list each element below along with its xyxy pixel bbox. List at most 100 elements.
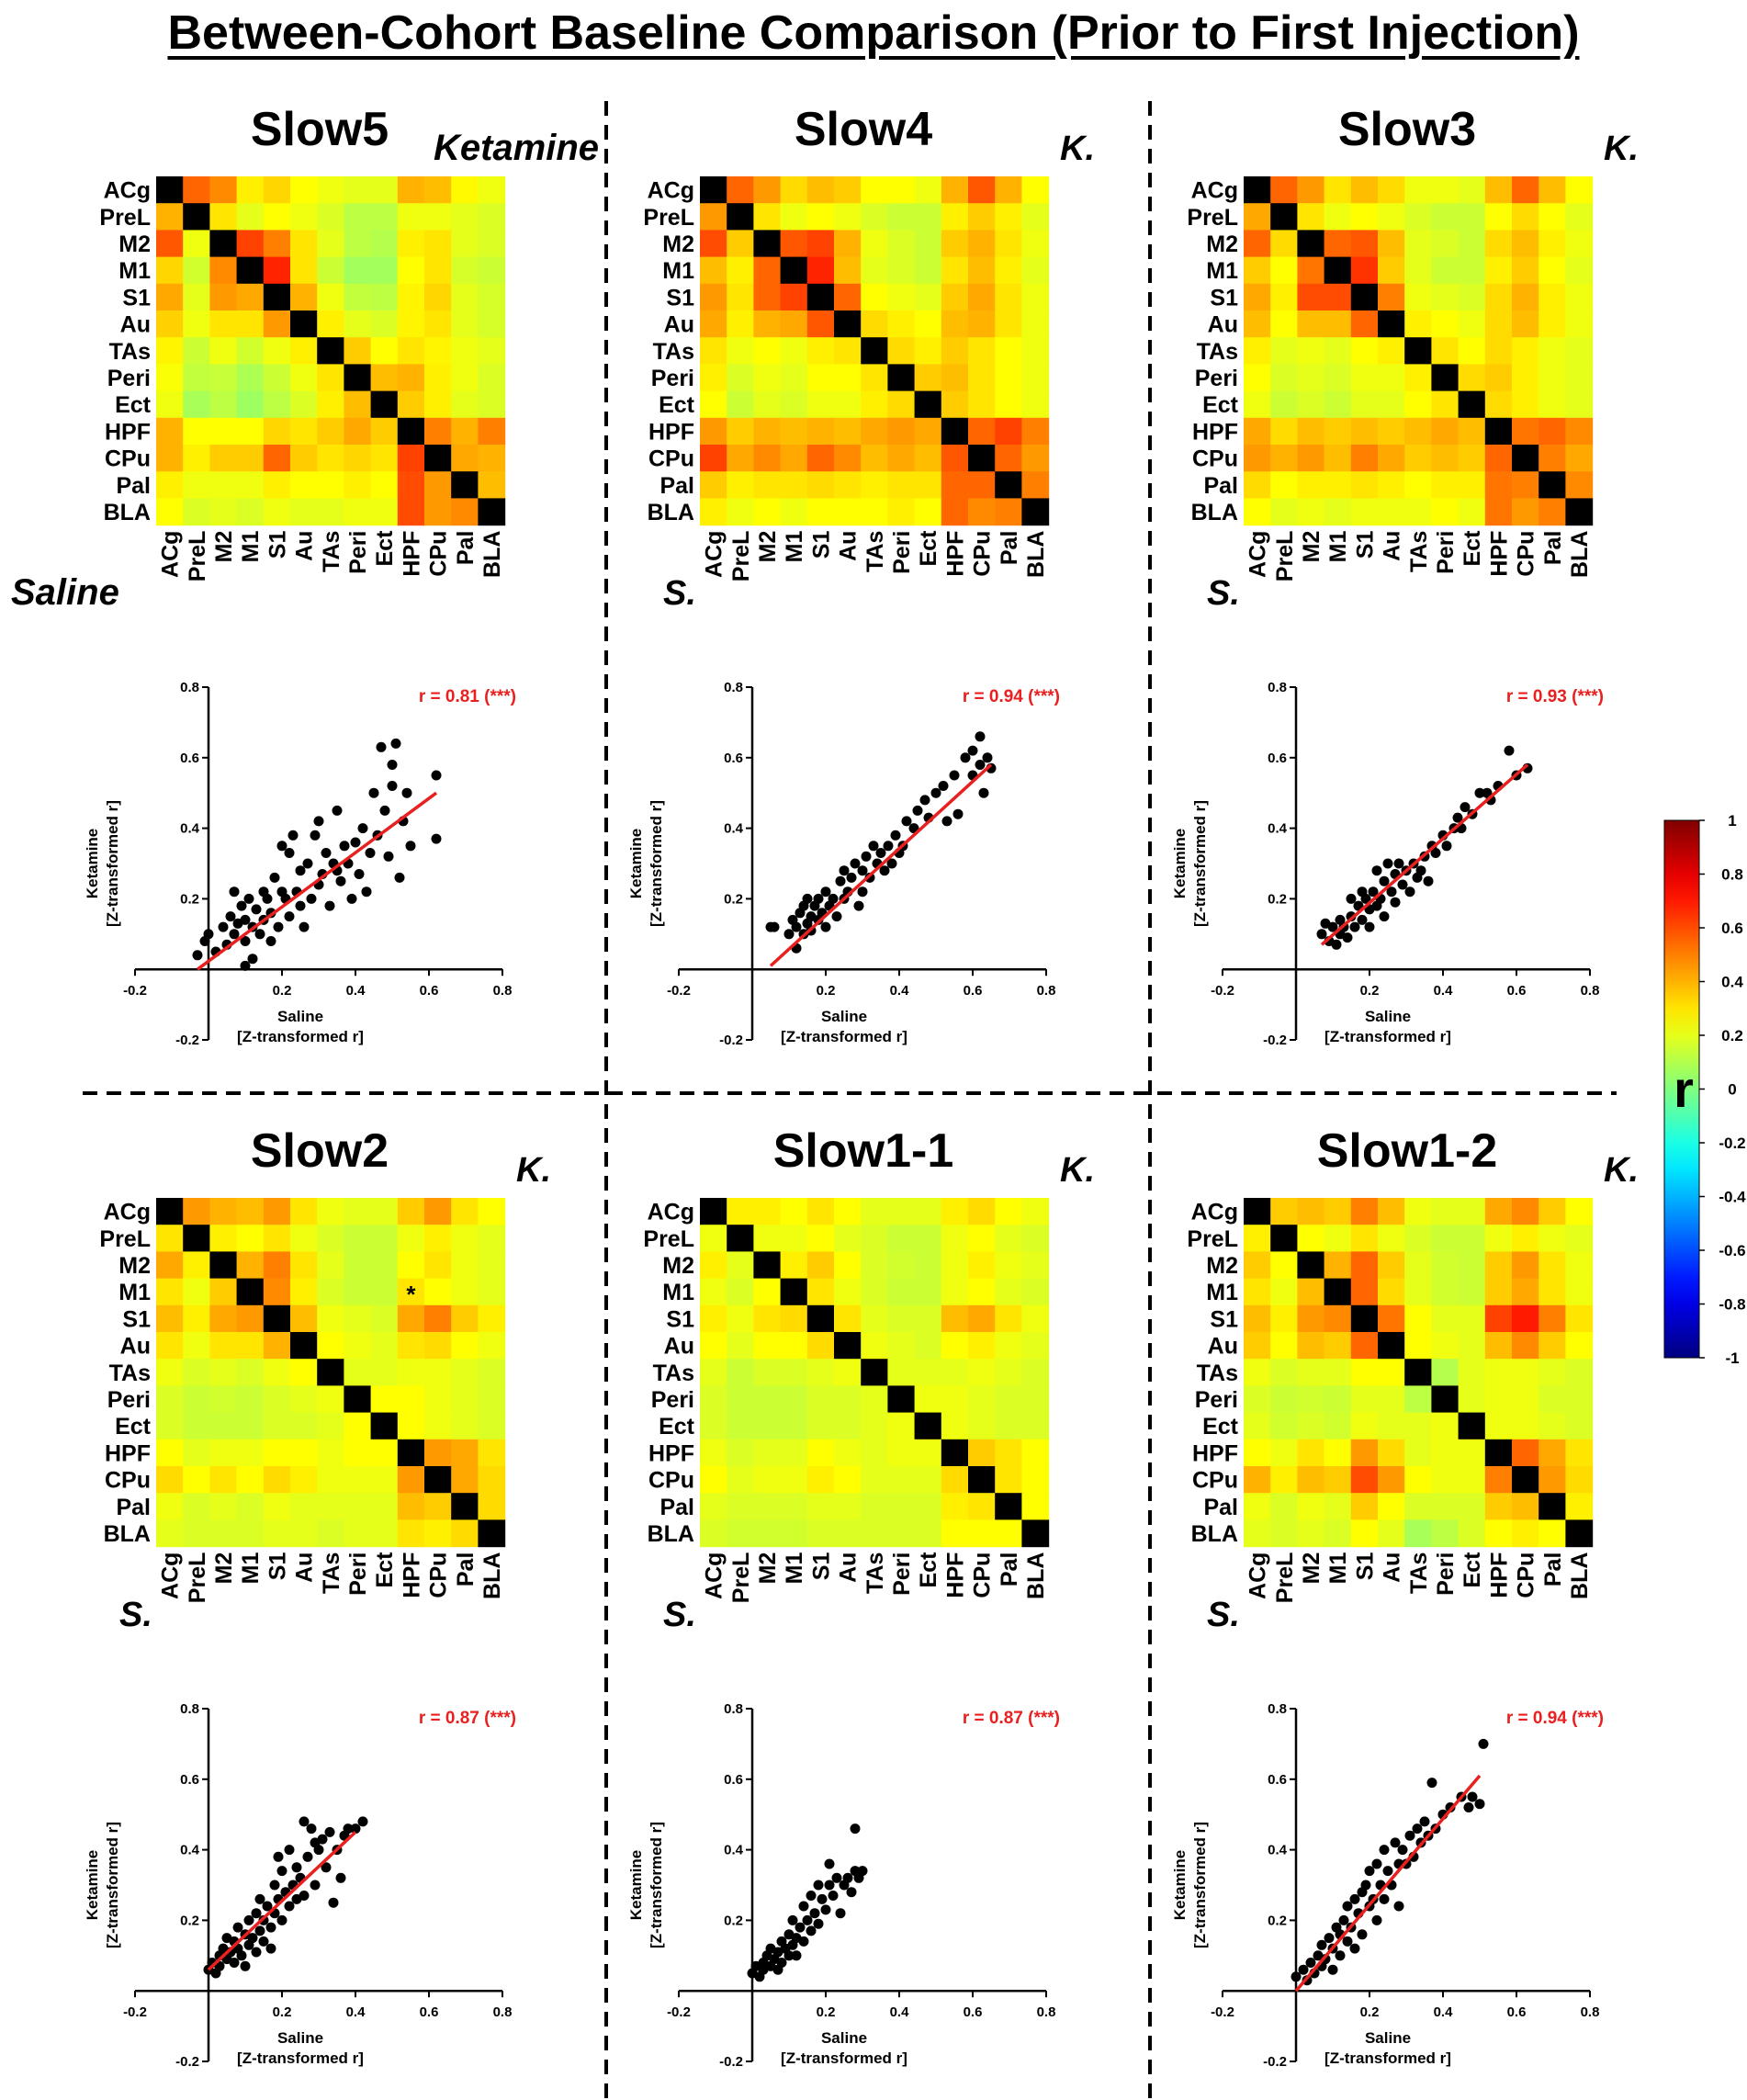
heatmap-cell bbox=[968, 1519, 996, 1548]
row-label: Pal bbox=[116, 473, 151, 499]
x-tick-label: 0.4 bbox=[890, 2004, 910, 2020]
y-tick-label: 0.8 bbox=[724, 680, 743, 695]
heatmap-cell bbox=[887, 445, 916, 472]
heatmap-cell bbox=[424, 203, 452, 231]
data-point bbox=[1382, 858, 1393, 869]
data-point bbox=[284, 1901, 295, 1912]
heatmap-cell bbox=[995, 283, 1022, 311]
heatmap-cell bbox=[183, 203, 210, 231]
panel-title: Slow1-1 bbox=[773, 1124, 954, 1178]
data-point bbox=[192, 950, 203, 961]
heatmap-cell bbox=[1324, 1278, 1352, 1306]
heatmap-cell bbox=[995, 1519, 1022, 1548]
heatmap-cell bbox=[370, 1225, 399, 1252]
heatmap-cell bbox=[806, 1304, 835, 1333]
column-label: M2 bbox=[211, 1552, 237, 1585]
row-label: BLA bbox=[1191, 500, 1238, 525]
heatmap-cell bbox=[1431, 283, 1460, 311]
row-label: CPu bbox=[105, 446, 151, 472]
heatmap-cell bbox=[941, 417, 969, 446]
x-tick-label: 0.8 bbox=[1581, 2004, 1600, 2020]
heatmap-cell bbox=[995, 1332, 1022, 1360]
heatmap-cell bbox=[834, 390, 862, 419]
data-point bbox=[243, 893, 254, 904]
heatmap-cell bbox=[806, 417, 835, 446]
data-point bbox=[850, 1823, 861, 1835]
heatmap-cell bbox=[1297, 417, 1325, 446]
column-label: Peri bbox=[1433, 1552, 1459, 1596]
heatmap-cell bbox=[1538, 445, 1566, 472]
y-axis-label: Ketamine bbox=[1171, 829, 1189, 899]
heatmap-cell bbox=[995, 445, 1022, 472]
row-label: HPF bbox=[1192, 1440, 1238, 1466]
column-label: CPu bbox=[426, 531, 452, 577]
heatmap-cell bbox=[1484, 176, 1513, 204]
heatmap-cell bbox=[1021, 203, 1050, 231]
heatmap-cell bbox=[1458, 498, 1486, 526]
heatmap-cell bbox=[727, 283, 754, 311]
heatmap-cell bbox=[209, 1251, 238, 1280]
heatmap-cell bbox=[968, 1198, 996, 1225]
y-axis-label-unit: [Z-transformed r] bbox=[648, 800, 665, 927]
heatmap-cell bbox=[263, 1304, 291, 1333]
heatmap-cell bbox=[861, 471, 888, 499]
heatmap-cell bbox=[1565, 256, 1594, 285]
column-label: TAs bbox=[319, 1552, 344, 1594]
heatmap-cell bbox=[1021, 256, 1050, 285]
colorbar-label: r bbox=[1674, 1060, 1694, 1118]
heatmap-cell bbox=[290, 417, 318, 446]
x-tick-label: 0.4 bbox=[346, 2004, 366, 2020]
heatmap-cell bbox=[1431, 364, 1460, 392]
heatmap-cell bbox=[397, 1304, 425, 1333]
heatmap-cell bbox=[156, 1439, 184, 1467]
data-point bbox=[276, 841, 287, 852]
heatmap-cell bbox=[236, 364, 265, 392]
data-point bbox=[1412, 1823, 1423, 1835]
heatmap-cell bbox=[861, 1225, 888, 1252]
heatmap-cell bbox=[1538, 337, 1566, 365]
column-label: M2 bbox=[1299, 1552, 1324, 1585]
heatmap-cell bbox=[834, 1466, 862, 1494]
column-label: PreL bbox=[728, 1552, 754, 1604]
column-label: S1 bbox=[265, 1552, 290, 1581]
x-tick-label: 0.8 bbox=[1037, 983, 1056, 999]
heatmap-cell bbox=[1538, 310, 1566, 338]
data-point bbox=[1463, 1802, 1474, 1812]
heatmap-cell bbox=[397, 1198, 425, 1225]
heatmap-cell bbox=[1458, 1251, 1486, 1280]
heatmap-cell bbox=[1431, 337, 1460, 365]
heatmap-cell bbox=[861, 256, 888, 285]
column-label: BLA bbox=[479, 1552, 505, 1599]
heatmap-cell bbox=[941, 203, 969, 231]
heatmap-cell bbox=[1244, 1251, 1271, 1280]
column-label: M2 bbox=[1299, 531, 1324, 563]
heatmap-cell bbox=[941, 1251, 969, 1280]
heatmap-cell bbox=[451, 256, 479, 285]
heatmap-cell bbox=[941, 310, 969, 338]
heatmap-cell bbox=[941, 1439, 969, 1467]
heatmap-cell bbox=[887, 1412, 916, 1440]
data-point bbox=[240, 960, 251, 971]
heatmap-cell bbox=[1244, 1385, 1271, 1414]
heatmap-cell bbox=[397, 390, 425, 419]
heatmap-cell bbox=[451, 498, 479, 526]
colorbar-tick-label: 1 bbox=[1728, 812, 1736, 830]
heatmap-cell bbox=[861, 1359, 888, 1386]
heatmap-cell bbox=[753, 256, 782, 285]
heatmap-cell bbox=[1484, 230, 1513, 258]
heatmap-cell bbox=[727, 1332, 754, 1360]
row-label: Ect bbox=[659, 1414, 695, 1440]
heatmap-cell bbox=[914, 1466, 942, 1494]
heatmap-cell bbox=[183, 176, 210, 204]
heatmap-cell bbox=[1538, 390, 1566, 419]
heatmap-cell bbox=[1431, 1385, 1460, 1414]
heatmap-cell bbox=[1297, 310, 1325, 338]
x-tick-label: -0.2 bbox=[1211, 2004, 1234, 2020]
x-axis-label-unit: [Z-transformed r] bbox=[781, 2049, 907, 2067]
heatmap-cell bbox=[1512, 1466, 1539, 1494]
heatmap-cell bbox=[753, 1225, 782, 1252]
heatmap-cell bbox=[1350, 176, 1379, 204]
data-point bbox=[835, 1908, 846, 1919]
column-label: Ect bbox=[1460, 530, 1485, 567]
y-tick-label: 0.4 bbox=[724, 1843, 744, 1858]
